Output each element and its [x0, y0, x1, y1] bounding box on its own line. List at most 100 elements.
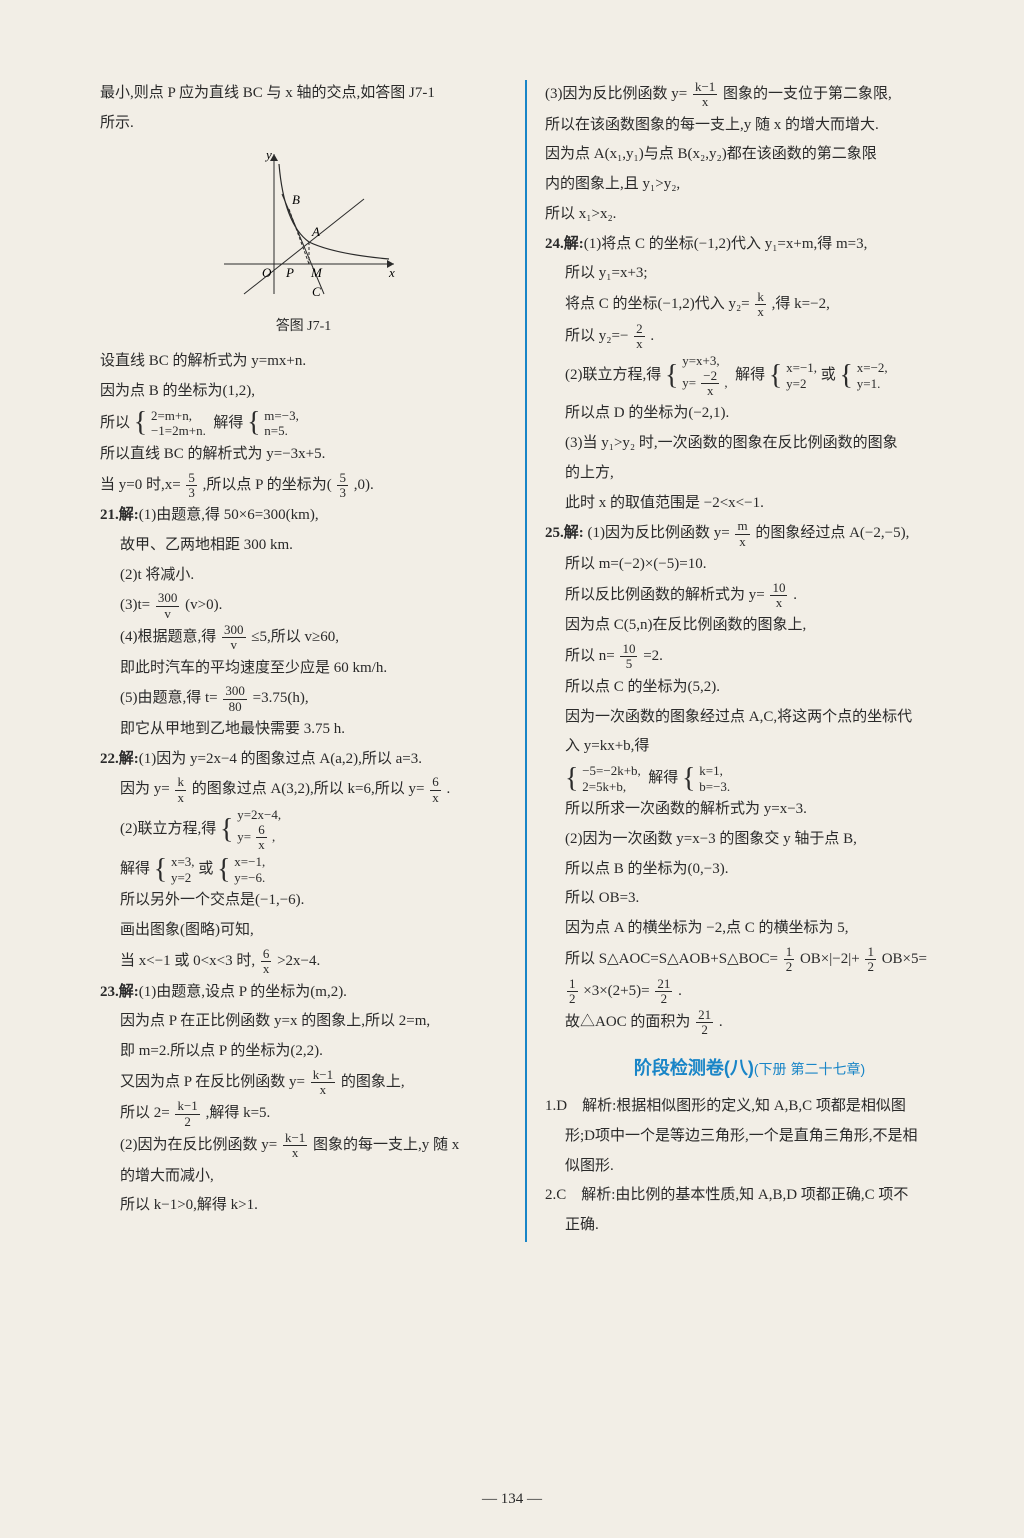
text: .: [678, 983, 682, 999]
text: (1)由题意,得 50×6=300(km),: [139, 507, 319, 523]
text-line: 所以反比例函数的解析式为 y= 10x .: [545, 581, 954, 611]
eq: m=−3,: [264, 408, 299, 424]
text-line: 2.C 解析:由比例的基本性质,知 A,B,D 项都正确,C 项不: [545, 1182, 954, 1210]
text-line: 因为点 P 在正比例函数 y=x 的图象上,所以 2=m,: [100, 1008, 507, 1036]
brace-icon: {: [840, 362, 853, 390]
text: (5)由题意,得 t=: [120, 691, 218, 707]
text: 当 y=0 时,x=: [100, 477, 181, 493]
text: 图象的每一支上,y 随 x: [313, 1137, 459, 1153]
text-line: 即 m=2.所以点 P 的坐标为(2,2).: [100, 1038, 507, 1066]
fraction: 12: [567, 977, 578, 1007]
fraction: 53: [337, 471, 348, 501]
text-line: 最小,则点 P 应为直线 BC 与 x 轴的交点,如答图 J7-1: [100, 80, 507, 108]
eq: x=−1,: [786, 360, 817, 376]
brace-icon: {: [665, 362, 678, 390]
text: 解得: [648, 770, 678, 786]
text: .: [446, 782, 450, 798]
q23-line: 23.解:(1)由题意,设点 P 的坐标为(m,2).: [100, 979, 507, 1007]
brace-icon: {: [154, 856, 167, 884]
text: .: [650, 328, 654, 344]
fraction: k−1x: [311, 1068, 335, 1098]
text-line: 所以 S△AOC=S△AOB+S△BOC= 12 OB×|−2|+ 12 OB×…: [545, 945, 954, 975]
text-line: { −5=−2k+b, 2=5k+b, 解得 { k=1, b=−3.: [545, 763, 954, 794]
eq: −1=2m+n.: [151, 423, 206, 439]
text-line: 所以 y₂=− 2x .: [545, 322, 954, 352]
eq: y= −2x ,: [682, 369, 727, 399]
equation-stack: x=3, y=2: [171, 854, 195, 885]
text-line: (5)由题意,得 t= 30080 =3.75(h),: [100, 684, 507, 714]
text: 当 x<−1 或 0<x<3 时,: [120, 953, 255, 969]
q22-line: 22.解:(1)因为 y=2x−4 的图象过点 A(a,2),所以 a=3.: [100, 746, 507, 774]
text-line: (2)联立方程,得 { y=x+3, y= −2x , 解得 { x=−1, y…: [545, 353, 954, 398]
question-number: 22.解:: [100, 751, 139, 767]
fraction: 2x: [634, 322, 645, 352]
text: 所以 2=: [120, 1106, 170, 1122]
text-line: 因为 y= kx 的图象过点 A(3,2),所以 k=6,所以 y= 6x .: [100, 775, 507, 805]
text: 将点 C 的坐标(−1,2)代入 y₂=: [565, 296, 750, 312]
equation-stack: x=−1, y=−6.: [234, 854, 265, 885]
text: (1)因为 y=2x−4 的图象过点 A(a,2),所以 a=3.: [139, 751, 422, 767]
text-line: 的上方,: [545, 460, 954, 488]
text-line: 所以 k−1>0,解得 k>1.: [100, 1192, 507, 1220]
equation-stack: x=−2, y=1.: [857, 360, 888, 391]
text: 所以 y₂=−: [565, 328, 628, 344]
text: ,0).: [354, 477, 374, 493]
fraction: 30080: [223, 684, 247, 714]
text-line: 当 x<−1 或 0<x<3 时, 6x >2x−4.: [100, 947, 507, 977]
q24-line: 24.解:(1)将点 C 的坐标(−1,2)代入 y₁=x+m,得 m=3,: [545, 231, 954, 259]
equation-stack: m=−3, n=5.: [264, 408, 299, 439]
text-line: (4)根据题意,得 300v ≤5,所以 v≥60,: [100, 623, 507, 653]
text: ≤5,所以 v≥60,: [251, 629, 339, 645]
axis-label-y: y: [264, 147, 272, 162]
fraction: 12: [784, 945, 795, 975]
text-line: 当 y=0 时,x= 53 ,所以点 P 的坐标为( 53 ,0).: [100, 471, 507, 501]
eq: n=5.: [264, 423, 299, 439]
text: 的图象过点 A(3,2),所以 k=6,所以 y=: [192, 782, 425, 798]
fraction: 212: [655, 977, 672, 1007]
text-line: 1.D 解析:根据相似图形的定义,知 A,B,C 项都是相似图: [545, 1093, 954, 1121]
brace-icon: {: [134, 409, 147, 437]
text-line: 即它从甲地到乙地最快需要 3.75 h.: [100, 716, 507, 744]
text-line: 所以 2= k−12 ,解得 k=5.: [100, 1099, 507, 1129]
equation-stack: −5=−2k+b, 2=5k+b,: [582, 763, 641, 794]
text: (3)t=: [120, 598, 150, 614]
text: 所以反比例函数的解析式为 y=: [565, 587, 765, 603]
text-line: 所以 { 2=m+n, −1=2m+n. 解得 { m=−3, n=5.: [100, 408, 507, 439]
text: =2.: [643, 648, 663, 664]
text: =3.75(h),: [253, 691, 309, 707]
graph-label-A: A: [311, 224, 320, 239]
fraction: mx: [735, 519, 749, 549]
text-line: (2)因为一次函数 y=x−3 的图象交 y 轴于点 B,: [545, 826, 954, 854]
text: 又因为点 P 在反比例函数 y=: [120, 1074, 305, 1090]
text: 所以 S△AOC=S△AOB+S△BOC=: [565, 951, 778, 967]
fraction: 300v: [222, 623, 246, 653]
equation-stack: y=2x−4, y= 6x ,: [237, 807, 281, 852]
fraction: 12: [865, 945, 876, 975]
text-line: 形;D项中一个是等边三角形,一个是直角三角形,不是相: [545, 1123, 954, 1151]
text-line: 画出图象(图略)可知,: [100, 917, 507, 945]
text-line: 因为一次函数的图象经过点 A,C,将这两个点的坐标代: [545, 704, 954, 732]
text-line: (2)t 将减小.: [100, 562, 507, 590]
fraction: k−12: [175, 1099, 199, 1129]
text: 故△AOC 的面积为: [565, 1014, 690, 1030]
text-line: 所以点 B 的坐标为(0,−3).: [545, 856, 954, 884]
question-number: 24.解:: [545, 236, 584, 252]
text-line: 内的图象上,且 y₁>y₂,: [545, 171, 954, 199]
text: 的图象上,: [341, 1074, 405, 1090]
figure-caption: 答图 J7-1: [100, 314, 507, 340]
fraction: 300v: [156, 591, 180, 621]
text: 的图象经过点 A(−2,−5),: [755, 526, 909, 542]
text-line: 因为点 A(x₁,y₁)与点 B(x₂,y₂)都在该函数的第二象限: [545, 141, 954, 169]
text-line: 入 y=kx+b,得: [545, 733, 954, 761]
left-column: 最小,则点 P 应为直线 BC 与 x 轴的交点,如答图 J7-1 所示. y: [100, 80, 527, 1242]
brace-icon: {: [682, 765, 695, 793]
text-line: 所以 m=(−2)×(−5)=10.: [545, 551, 954, 579]
text-line: (2)联立方程,得 { y=2x−4, y= 6x ,: [100, 807, 507, 852]
equation-stack: y=x+3, y= −2x ,: [682, 353, 727, 398]
eq: 2=5k+b,: [582, 779, 641, 795]
fraction: kx: [175, 775, 186, 805]
text: 解得: [213, 415, 243, 431]
text-line: 所以另外一个交点是(−1,−6).: [100, 887, 507, 915]
fraction: 6x: [256, 823, 267, 853]
fraction: kx: [755, 290, 766, 320]
